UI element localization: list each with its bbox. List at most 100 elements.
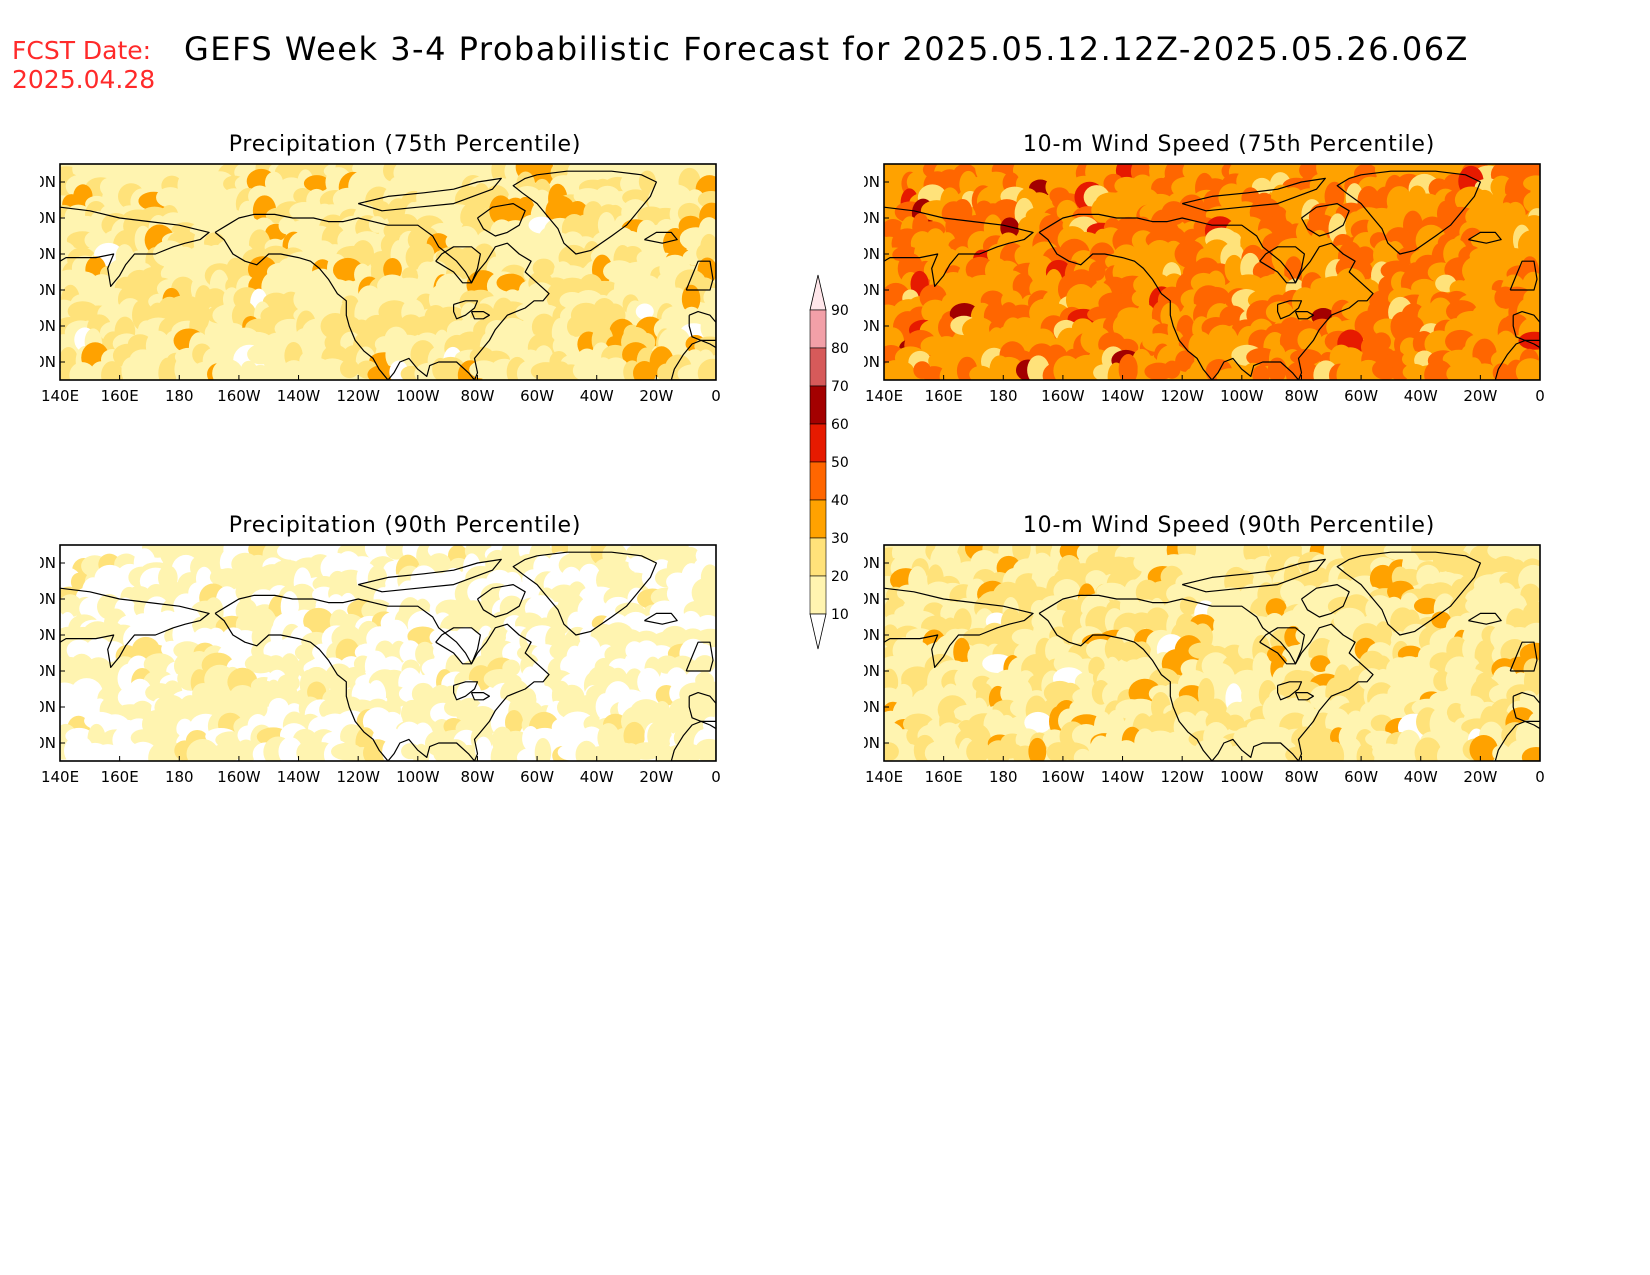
coastline (1294, 692, 1314, 701)
legend-tick-label: 40 (831, 493, 849, 509)
lon-tick-label: 20W (1463, 768, 1497, 786)
field-cell (953, 608, 972, 635)
lat-tick-label: 70N (864, 590, 880, 608)
lat-tick-label: 30N (864, 353, 880, 371)
map-frame (59, 163, 717, 381)
field-cell (602, 357, 630, 380)
coastline (1259, 627, 1305, 665)
lat-tick-label: 70N (40, 590, 56, 608)
field-cell (1523, 175, 1540, 192)
field-cell (1310, 245, 1329, 263)
field-cell (1014, 245, 1034, 267)
field-cell (1252, 365, 1270, 380)
field-cell (1202, 286, 1230, 307)
field-cell (1074, 672, 1098, 693)
field-cell (623, 721, 646, 750)
field-cell (214, 568, 242, 591)
field-cell (884, 742, 899, 761)
lat-tick-label: 60N (864, 245, 880, 263)
coastline (1336, 551, 1481, 636)
field-cell (1515, 358, 1540, 380)
lon-tick-label: 0 (1535, 387, 1545, 405)
field-cell (212, 358, 244, 380)
coastline (688, 692, 716, 722)
lat-tick-label: 40N (864, 698, 880, 716)
panel-title: 10-m Wind Speed (90th Percentile) (1022, 513, 1436, 538)
lat-tick-label: 70N (864, 209, 880, 227)
lat-tick-label: 80N (40, 173, 56, 191)
coastline (1512, 311, 1540, 341)
lon-tick-label: 140W (1101, 768, 1145, 786)
coastline (470, 692, 490, 701)
coastline (644, 612, 678, 625)
lon-tick-label: 60W (520, 768, 554, 786)
coastline (685, 260, 714, 291)
field-cell (1469, 735, 1498, 761)
legend-box (809, 499, 827, 539)
lat-tick-label: 40N (40, 698, 56, 716)
field-cell (936, 739, 959, 761)
panel-title: 10-m Wind Speed (75th Percentile) (1022, 132, 1436, 157)
field-cell (1492, 666, 1518, 691)
legend-tick-label: 30 (831, 531, 849, 547)
coastline (1512, 692, 1540, 722)
field-cell (1096, 582, 1127, 600)
field-cell (633, 361, 656, 380)
field-cell (703, 287, 716, 308)
field-cell (561, 335, 580, 360)
field-cell (536, 685, 554, 706)
color-legend: 10 20 30 40 50 60 70 80 90 (809, 274, 849, 650)
wind-speed-90th-map: 140E 160E 180 160W 140W 120W 100W 80W 60W 40W 20W 0… (864, 544, 1545, 786)
coastline (453, 300, 479, 320)
coastline (1300, 203, 1350, 237)
field-cell (1518, 164, 1540, 179)
field-cell (1297, 328, 1322, 352)
field-cell (953, 637, 971, 666)
lon-tick-label: 140E (41, 387, 79, 405)
lon-tick-label: 120W (1160, 768, 1204, 786)
field-cell (1085, 570, 1108, 589)
field-cell (303, 607, 334, 635)
panel-precipitation-75th: Precipitation (75th Percentile) 140E 160E… (40, 130, 800, 430)
field-cell (1446, 365, 1466, 380)
lat-tick-label: 60N (40, 245, 56, 263)
lon-tick-label: 100W (1220, 387, 1264, 405)
lon-tick-label: 160W (1041, 387, 1085, 405)
field-cell (530, 164, 556, 186)
field-cell (250, 699, 268, 719)
coastline (60, 206, 210, 287)
lon-tick-label: 180 (165, 387, 194, 405)
field-cell (1413, 597, 1440, 615)
field-cell (1369, 564, 1396, 593)
field-cell (294, 643, 318, 662)
lon-tick-label: 140W (277, 387, 321, 405)
field-cell (368, 216, 386, 233)
lon-tick-label: 140E (865, 768, 903, 786)
field-cell (531, 313, 557, 341)
field-cell (681, 610, 701, 632)
field-cell (1424, 359, 1454, 380)
lat-tick-label: 50N (864, 281, 880, 299)
shaded-field (884, 164, 1540, 380)
field-cell (1325, 741, 1345, 761)
coastline (60, 587, 210, 668)
field-cell (289, 202, 320, 221)
coastline (453, 681, 479, 701)
field-cell (291, 545, 315, 558)
field-cell (101, 361, 124, 380)
lon-tick-label: 120W (1160, 387, 1204, 405)
field-cell (694, 738, 716, 761)
lon-tick-label: 40W (1404, 768, 1438, 786)
lon-tick-label: 0 (711, 768, 721, 786)
field-cell (475, 736, 492, 761)
lon-tick-label: 180 (989, 768, 1018, 786)
field-cell (1371, 332, 1391, 352)
coastline (1182, 177, 1326, 212)
field-cell (203, 288, 227, 308)
field-cell (534, 345, 553, 367)
coastline (214, 213, 550, 380)
legend-tick-label: 20 (831, 569, 849, 585)
field-cell (278, 737, 303, 761)
coastline (1259, 246, 1305, 284)
lat-tick-label: 40N (40, 317, 56, 335)
